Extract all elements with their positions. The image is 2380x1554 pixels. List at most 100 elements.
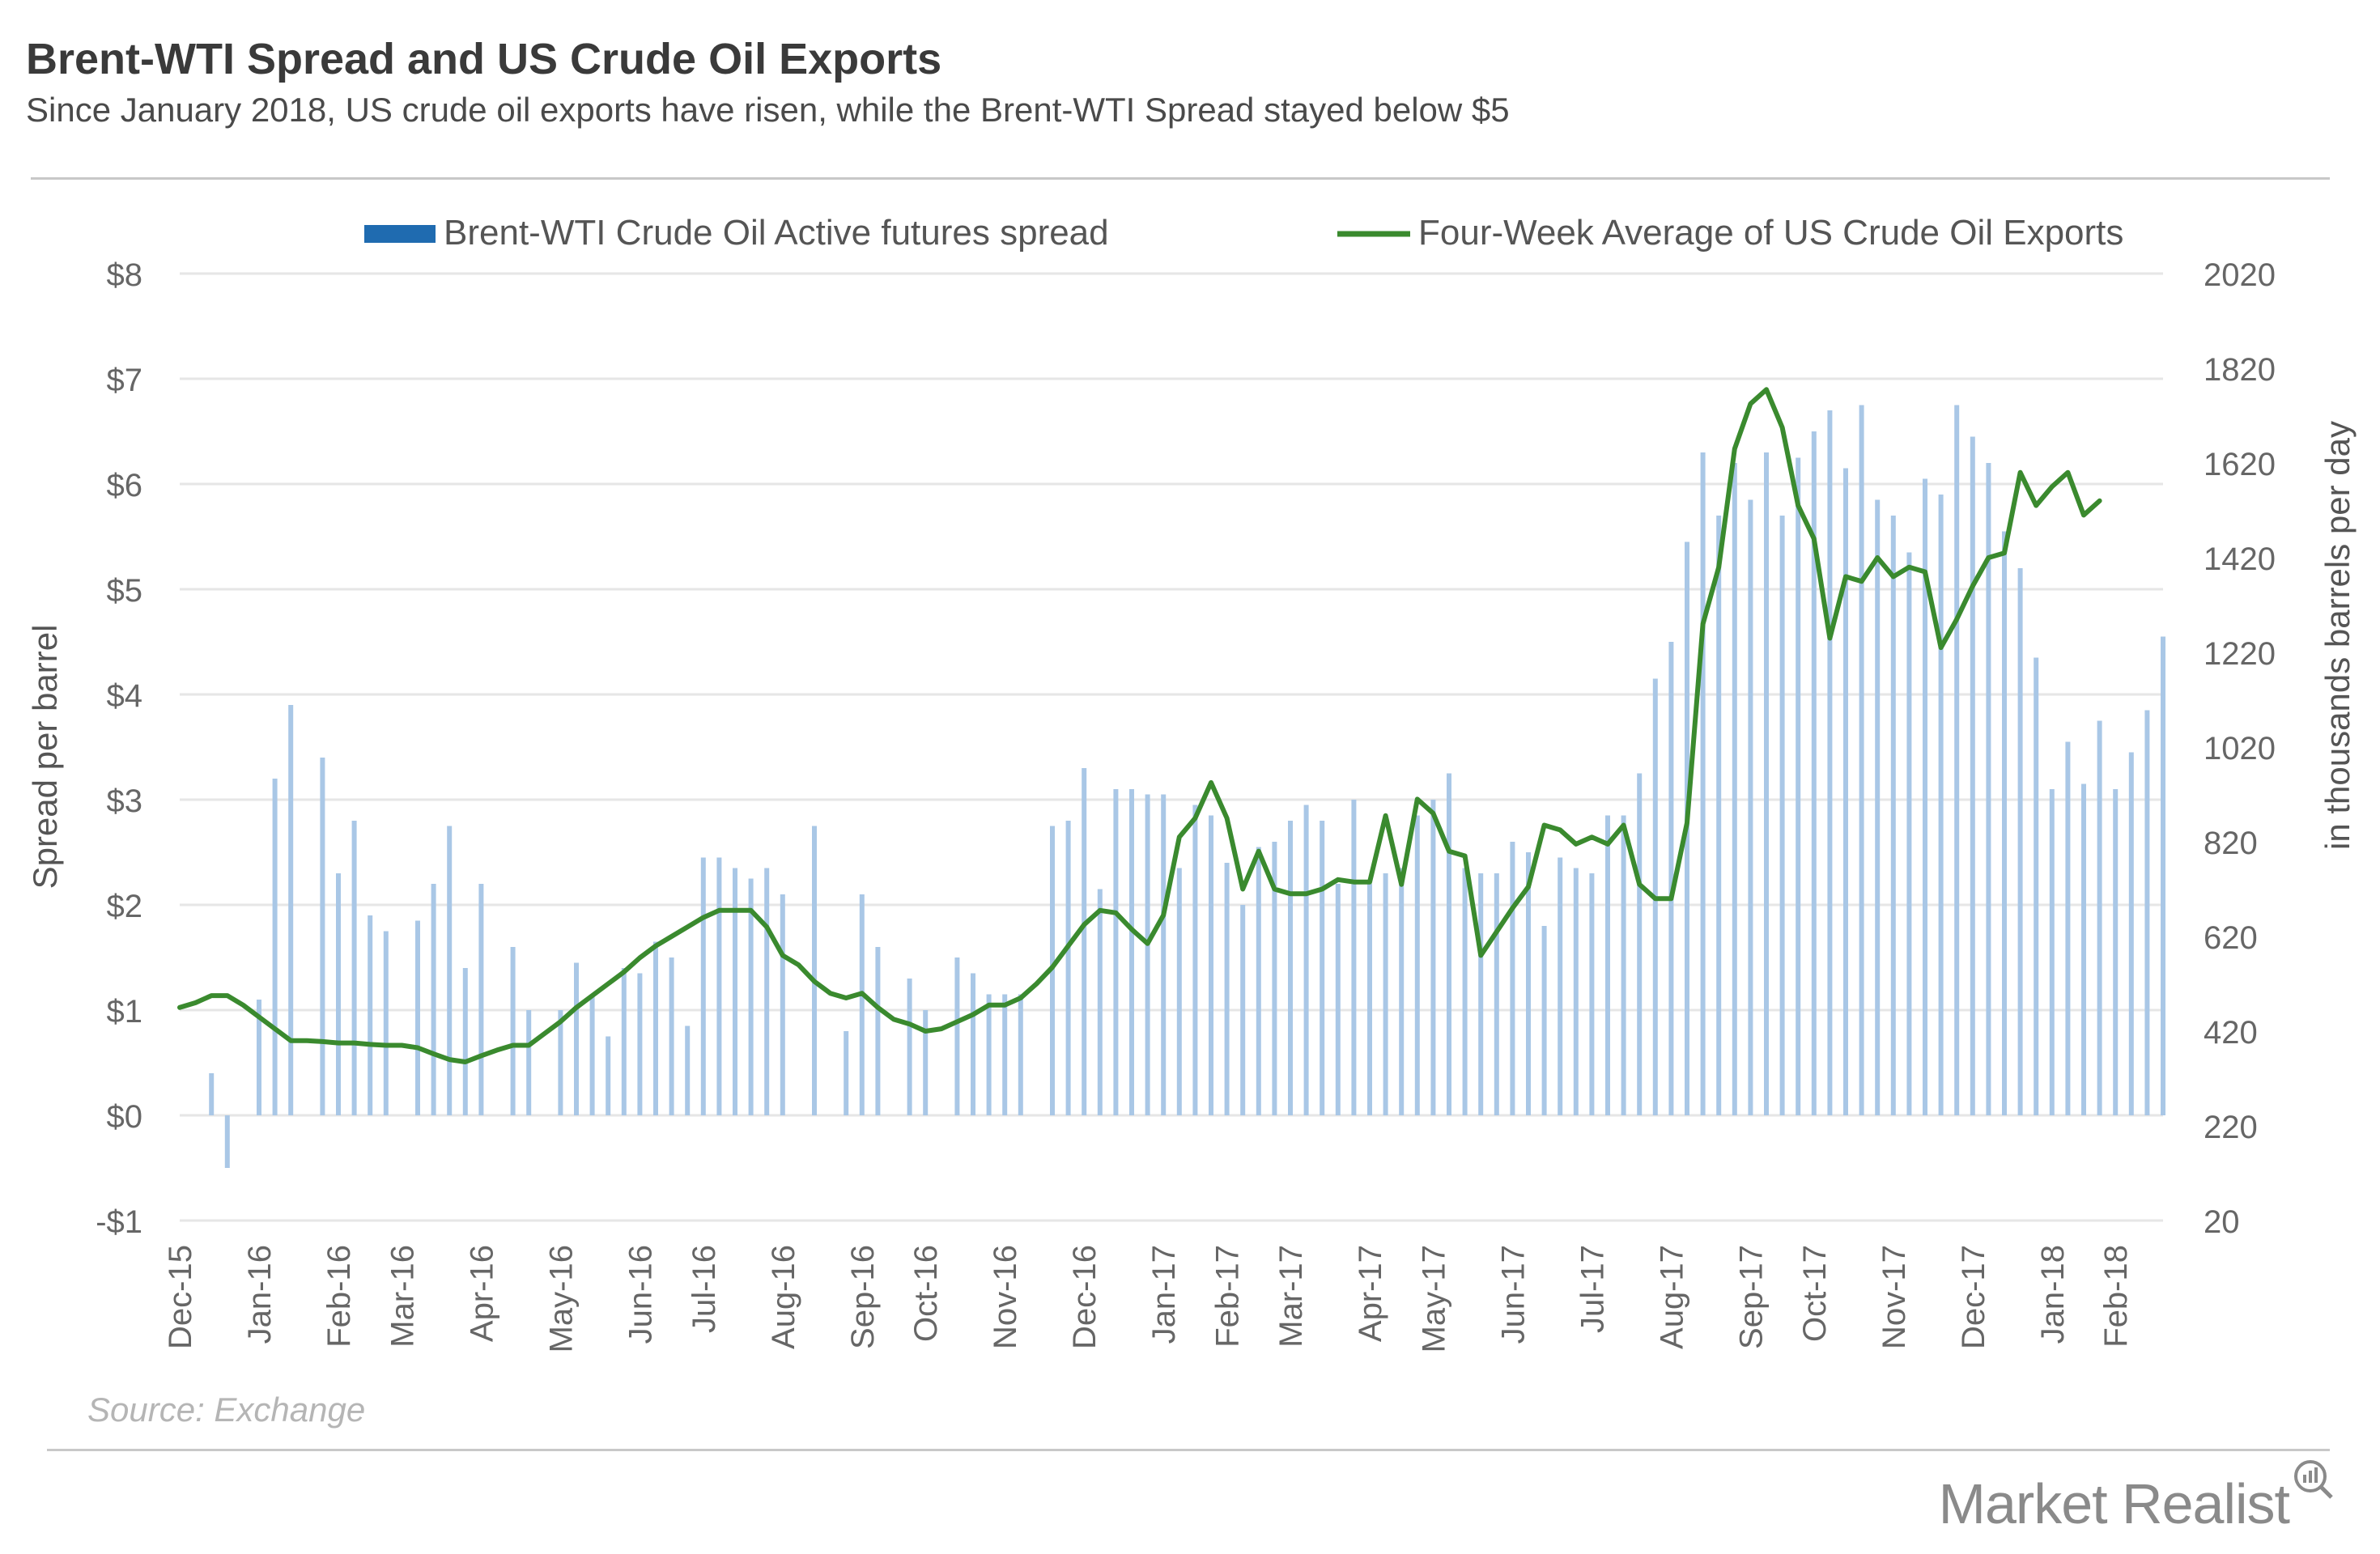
spread-bar — [1890, 516, 1896, 1115]
spread-bar — [1843, 468, 1848, 1115]
spread-bar — [2065, 741, 2071, 1115]
spread-bar — [1700, 452, 1706, 1115]
spread-bar — [383, 931, 389, 1115]
spread-bar — [351, 821, 357, 1115]
spread-bar — [1589, 873, 1595, 1115]
spread-bar — [1288, 821, 1293, 1115]
spread-bar — [2049, 789, 2055, 1115]
spread-bar — [1811, 431, 1817, 1115]
spread-bar — [209, 1073, 215, 1115]
spread-bar — [812, 826, 817, 1115]
spread-bar — [1002, 994, 1008, 1115]
x-tick-label: Mar-16 — [385, 1245, 420, 1348]
x-tick-label: Apr-16 — [464, 1245, 499, 1342]
spread-bar — [368, 915, 373, 1115]
chart-title: Brent-WTI Spread and US Crude Oil Export… — [26, 35, 942, 83]
spread-bar — [1621, 815, 1626, 1115]
x-tick-label: Jul-17 — [1575, 1245, 1610, 1333]
x-tick-label: Feb-17 — [1210, 1245, 1246, 1348]
spread-bar — [1430, 800, 1436, 1115]
spread-bar — [1320, 821, 1325, 1115]
spread-bar — [844, 1031, 849, 1115]
spread-bar — [653, 941, 658, 1115]
left-tick-label: $8 — [107, 257, 143, 293]
source-note: Source: Exchange — [87, 1391, 366, 1429]
right-tick-label: 1620 — [2204, 447, 2276, 482]
spread-bar — [780, 894, 785, 1115]
exports-line-path — [177, 387, 2102, 1064]
right-tick-label: 20 — [2204, 1204, 2240, 1240]
spread-bar — [1668, 642, 1674, 1115]
spread-bar — [1827, 410, 1833, 1115]
spread-bar — [1018, 994, 1023, 1115]
spread-bar — [415, 920, 420, 1115]
spread-bar — [526, 1010, 532, 1115]
x-tick-label: Feb-18 — [2098, 1245, 2134, 1348]
x-tick-label: Dec-16 — [1067, 1245, 1103, 1349]
left-tick-label: $1 — [107, 994, 143, 1030]
right-tick-label: 1420 — [2204, 541, 2276, 577]
x-tick-label: Mar-17 — [1273, 1245, 1309, 1348]
spread-bar — [733, 868, 737, 1115]
right-axis-label: in thousands barrels per day — [2318, 421, 2357, 850]
spread-bar — [224, 1115, 230, 1168]
spread-bar — [1938, 495, 1944, 1115]
left-axis-ticks: $8 $7 $6 $5 $4 $3 $2 $1 $0 -$1 — [96, 257, 142, 1240]
legend-label-bar: Brent-WTI Crude Oil Active futures sprea… — [444, 213, 1109, 253]
spread-bar — [1637, 773, 1643, 1115]
spread-bar — [257, 1000, 261, 1115]
x-tick-label: Sep-17 — [1733, 1245, 1769, 1349]
spread-bar — [1113, 789, 1119, 1115]
spread-bar — [1335, 884, 1341, 1115]
spread-bar — [1351, 800, 1357, 1115]
x-tick-label: Jan-17 — [1146, 1245, 1182, 1344]
spread-bar — [1510, 842, 1515, 1115]
x-tick-label: Jun-17 — [1495, 1245, 1531, 1344]
spread-bar — [1748, 499, 1753, 1115]
spread-bar — [621, 968, 627, 1115]
spread-bar — [1732, 463, 1737, 1115]
left-axis-label: Spread per barrel — [26, 625, 64, 890]
x-tick-label: Apr-17 — [1353, 1245, 1388, 1342]
spread-bar — [1906, 552, 1912, 1115]
spread-bar — [1192, 805, 1198, 1115]
spread-bar — [1923, 478, 1927, 1115]
exports-line — [177, 387, 2102, 1064]
left-tick-label: $3 — [107, 783, 143, 819]
x-tick-label: Jan-16 — [242, 1245, 278, 1344]
spread-bar — [685, 1025, 691, 1115]
x-tick-label: Feb-16 — [321, 1245, 357, 1348]
spread-bar — [1209, 815, 1213, 1115]
right-tick-label: 1020 — [2204, 731, 2276, 766]
spread-bar — [589, 994, 595, 1115]
spread-bar — [558, 1010, 563, 1115]
spread-bar — [2034, 657, 2039, 1115]
spread-bar — [1779, 516, 1785, 1115]
spread-bar — [431, 884, 436, 1115]
spread-bar — [2144, 710, 2150, 1115]
spread-bar — [1383, 873, 1388, 1115]
x-tick-label: Jun-16 — [623, 1245, 658, 1344]
spread-bar — [1478, 873, 1484, 1115]
spread-bar — [859, 894, 865, 1115]
spread-bar — [1859, 405, 1864, 1115]
x-tick-label: Sep-16 — [845, 1245, 881, 1349]
footer-divider — [47, 1449, 2330, 1451]
left-tick-label: $2 — [107, 889, 143, 924]
x-tick-label: May-16 — [543, 1245, 579, 1352]
spread-bar — [875, 947, 881, 1115]
spread-bar — [923, 1010, 929, 1115]
left-tick-label: $0 — [107, 1099, 143, 1135]
spread-bar — [1065, 821, 1071, 1115]
spread-bar — [336, 873, 341, 1115]
spread-bar — [716, 857, 722, 1115]
grid-lines — [180, 272, 2163, 1222]
x-tick-label: Dec-15 — [163, 1245, 198, 1349]
spread-bar — [637, 973, 643, 1115]
right-axis-ticks: 2020 1820 1620 1420 1220 1020 820 620 420 220 20 — [2204, 257, 2276, 1240]
spread-bar — [1097, 889, 1103, 1115]
spread-bar — [748, 878, 754, 1115]
spread-bar — [1573, 868, 1579, 1115]
spread-bar — [764, 868, 770, 1115]
